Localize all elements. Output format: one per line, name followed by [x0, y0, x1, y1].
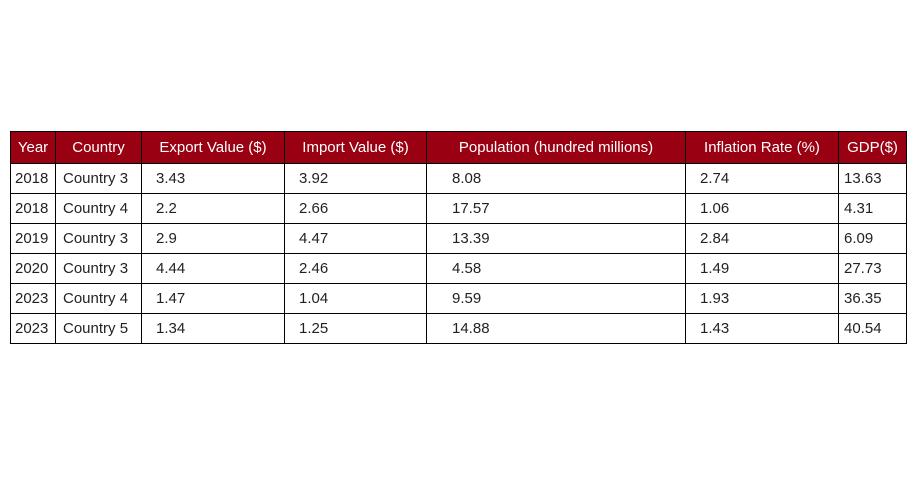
cell-year: 2018 [10, 193, 56, 224]
column-header-inflation-rate: Inflation Rate (%) [685, 131, 839, 164]
cell-export-value: 1.47 [141, 283, 285, 314]
cell-import-value: 4.47 [284, 223, 427, 254]
cell-inflation-rate: 2.74 [685, 163, 839, 194]
cell-inflation-rate: 1.43 [685, 313, 839, 344]
table-row: 2018 Country 4 2.2 2.66 17.57 1.06 4.31 [10, 193, 907, 224]
column-header-gdp: GDP($) [838, 131, 907, 164]
data-table: Year Country Export Value ($) Import Val… [10, 131, 907, 344]
cell-import-value: 1.25 [284, 313, 427, 344]
cell-export-value: 1.34 [141, 313, 285, 344]
cell-country: Country 3 [55, 223, 142, 254]
cell-import-value: 1.04 [284, 283, 427, 314]
cell-country: Country 3 [55, 163, 142, 194]
cell-export-value: 2.2 [141, 193, 285, 224]
cell-country: Country 3 [55, 253, 142, 284]
cell-gdp: 6.09 [838, 223, 907, 254]
cell-inflation-rate: 1.49 [685, 253, 839, 284]
cell-population: 17.57 [426, 193, 686, 224]
table-body: 2018 Country 3 3.43 3.92 8.08 2.74 13.63 2018 Co… [10, 163, 907, 344]
cell-country: Country 4 [55, 283, 142, 314]
cell-gdp: 27.73 [838, 253, 907, 284]
cell-export-value: 4.44 [141, 253, 285, 284]
table-row: 2018 Country 3 3.43 3.92 8.08 2.74 13.63 [10, 163, 907, 194]
cell-export-value: 2.9 [141, 223, 285, 254]
column-header-export-value: Export Value ($) [141, 131, 285, 164]
cell-year: 2018 [10, 163, 56, 194]
cell-year: 2023 [10, 283, 56, 314]
cell-population: 4.58 [426, 253, 686, 284]
table-row: 2023 Country 5 1.34 1.25 14.88 1.43 40.54 [10, 313, 907, 344]
column-header-year: Year [10, 131, 56, 164]
table-row: 2020 Country 3 4.44 2.46 4.58 1.49 27.73 [10, 253, 907, 284]
cell-inflation-rate: 1.93 [685, 283, 839, 314]
cell-import-value: 2.46 [284, 253, 427, 284]
cell-population: 14.88 [426, 313, 686, 344]
cell-country: Country 5 [55, 313, 142, 344]
cell-inflation-rate: 1.06 [685, 193, 839, 224]
cell-population: 9.59 [426, 283, 686, 314]
cell-population: 8.08 [426, 163, 686, 194]
cell-gdp: 13.63 [838, 163, 907, 194]
cell-gdp: 36.35 [838, 283, 907, 314]
table-row: 2023 Country 4 1.47 1.04 9.59 1.93 36.35 [10, 283, 907, 314]
cell-export-value: 3.43 [141, 163, 285, 194]
cell-year: 2019 [10, 223, 56, 254]
cell-gdp: 4.31 [838, 193, 907, 224]
table-row: 2019 Country 3 2.9 4.47 13.39 2.84 6.09 [10, 223, 907, 254]
cell-year: 2023 [10, 313, 56, 344]
column-header-import-value: Import Value ($) [284, 131, 427, 164]
column-header-population: Population (hundred millions) [426, 131, 686, 164]
cell-import-value: 3.92 [284, 163, 427, 194]
cell-import-value: 2.66 [284, 193, 427, 224]
cell-inflation-rate: 2.84 [685, 223, 839, 254]
column-header-country: Country [55, 131, 142, 164]
cell-gdp: 40.54 [838, 313, 907, 344]
cell-population: 13.39 [426, 223, 686, 254]
cell-country: Country 4 [55, 193, 142, 224]
cell-year: 2020 [10, 253, 56, 284]
header-row: Year Country Export Value ($) Import Val… [10, 131, 907, 164]
